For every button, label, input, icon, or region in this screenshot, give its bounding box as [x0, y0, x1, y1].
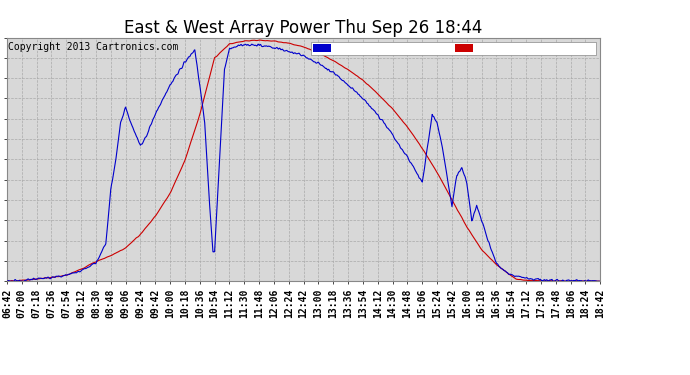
Text: Copyright 2013 Cartronics.com: Copyright 2013 Cartronics.com — [8, 42, 179, 52]
Legend: East Array  (DC Watts), West Array  (DC Watts): East Array (DC Watts), West Array (DC Wa… — [311, 42, 595, 55]
Title: East & West Array Power Thu Sep 26 18:44: East & West Array Power Thu Sep 26 18:44 — [124, 20, 483, 38]
